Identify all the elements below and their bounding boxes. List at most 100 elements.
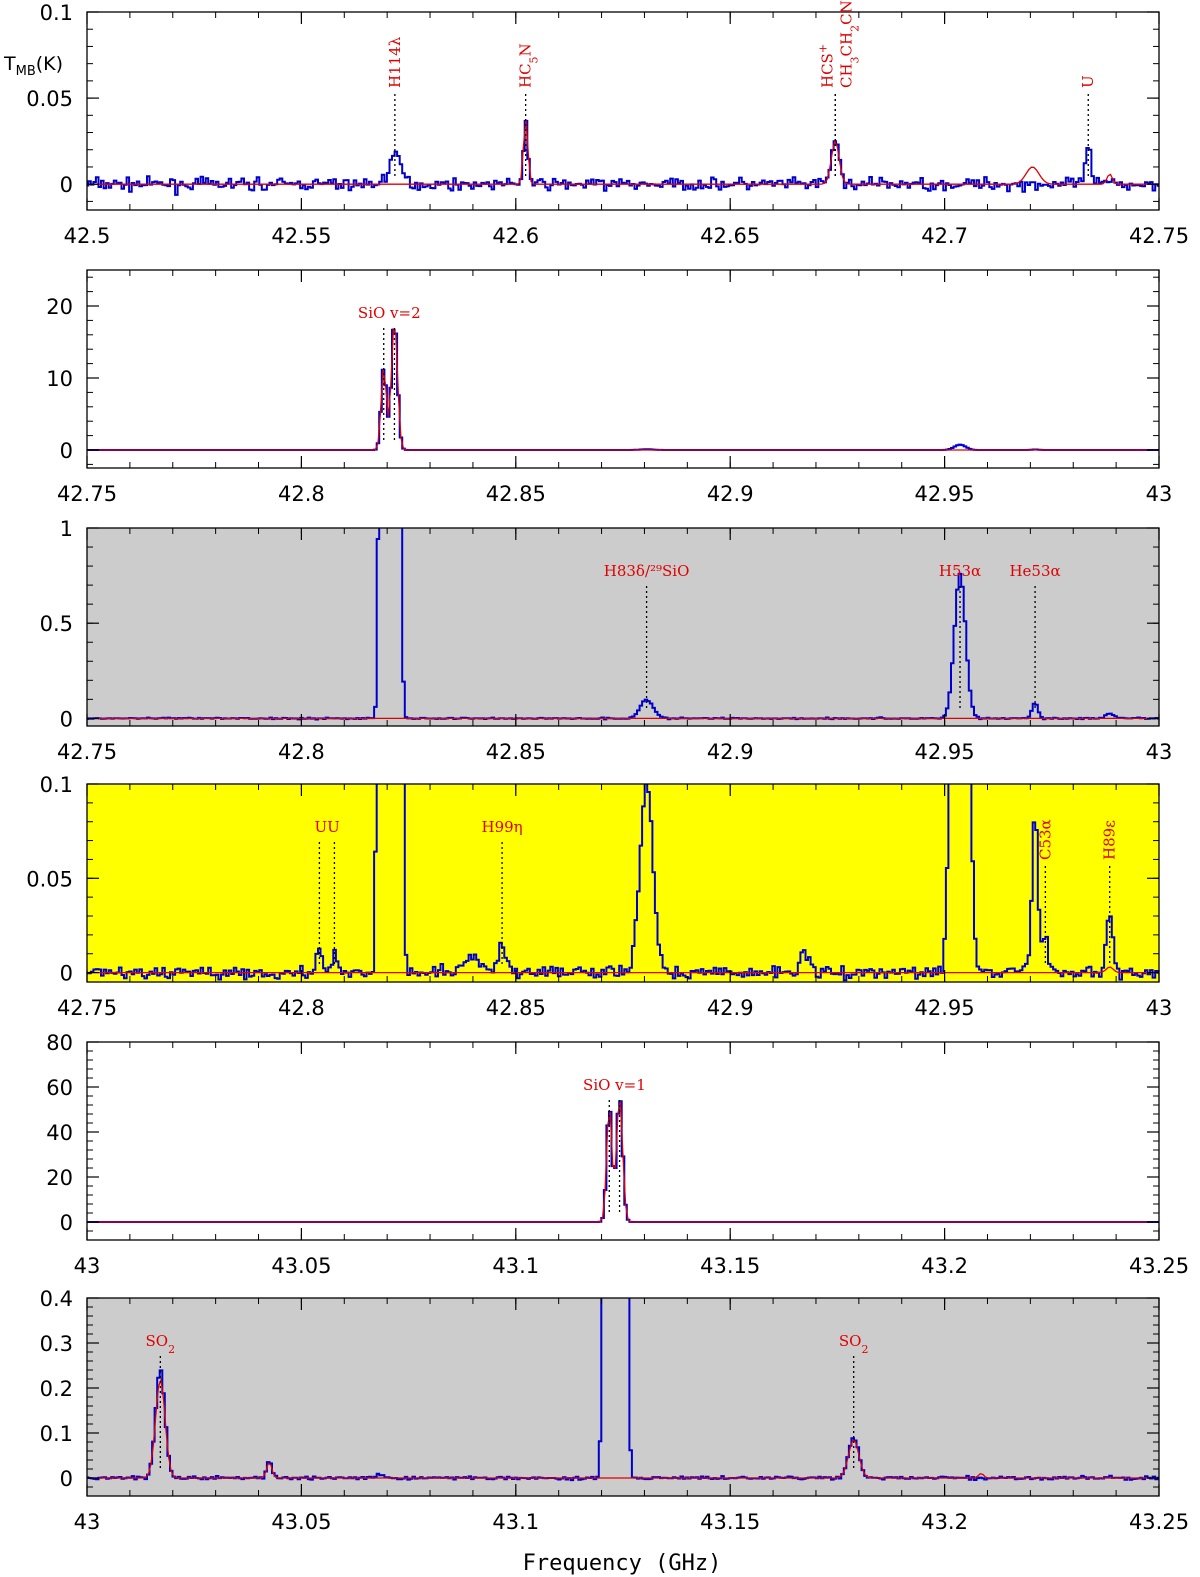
- annotation-label: H83δ/²⁹SiO: [604, 562, 690, 580]
- panel-frame: [86, 269, 1160, 469]
- annotation-label: C53α: [1036, 819, 1054, 860]
- annotation-label: H99η: [482, 818, 523, 836]
- panel-background: [87, 784, 1159, 982]
- y-tick-label: 0.05: [26, 867, 73, 891]
- panel-background: [87, 12, 1159, 210]
- x-tick-label: 42.85: [486, 482, 546, 506]
- y-tick-label: 0.2: [40, 1377, 73, 1401]
- observed-spectrum: [87, 119, 1159, 196]
- model-spectrum: [87, 1377, 1159, 1479]
- panel-2: 42.75 42.8 42.85 42.9 42.95 43 0 10 20 SiO v=2: [46, 269, 1172, 506]
- y-tick-label: 0: [60, 1467, 73, 1491]
- x-tick-label: 42.85: [486, 740, 546, 764]
- panel-frame: [86, 11, 1160, 211]
- x-tick-label: 43: [1146, 996, 1173, 1020]
- y-tick-label: 20: [46, 1166, 73, 1190]
- y-tick-label: 0: [60, 707, 73, 731]
- x-tick-label: 42.95: [915, 482, 975, 506]
- y-tick-label: 0.4: [40, 1287, 73, 1311]
- x-tick-label: 43: [74, 1510, 101, 1534]
- x-tick-label: 42.9: [707, 740, 754, 764]
- panel-background: [87, 1298, 1159, 1496]
- x-tick-label: 42.85: [486, 996, 546, 1020]
- annotation-label: HC5N: [517, 43, 541, 88]
- annotation-label: SO2: [146, 1332, 176, 1356]
- x-tick-label: 43: [1146, 740, 1173, 764]
- line-annotation: U: [1079, 75, 1097, 177]
- y-tick-label: 10: [46, 367, 73, 391]
- x-tick-label: 43.25: [1129, 1510, 1189, 1534]
- x-tick-label: 43: [74, 1254, 101, 1278]
- line-annotation: H114λ: [386, 36, 404, 177]
- x-tick-label: 43.15: [700, 1254, 760, 1278]
- model-spectrum: [87, 1101, 1159, 1223]
- series-group: [87, 1298, 1159, 1482]
- x-tick-label: 42.75: [57, 740, 117, 764]
- panel-frame: [86, 783, 1160, 983]
- observed-spectrum: [87, 784, 1159, 982]
- line-annotation: C53α: [1036, 819, 1054, 965]
- x-tick-label: 43.2: [921, 1510, 968, 1534]
- x-tick-label: 43.2: [921, 1254, 968, 1278]
- x-tick-label: 42.65: [700, 224, 760, 248]
- line-annotation: UU: [314, 818, 340, 965]
- annotation-label: H89ε: [1101, 820, 1119, 860]
- y-tick-label: 0: [60, 173, 73, 197]
- panel-4: 42.75 42.8 42.85 42.9 42.95 43 0 0.05 0.1 UU H99η C…: [26, 773, 1173, 1020]
- x-tick-label: 42.8: [278, 482, 325, 506]
- y-tick-label: 0.1: [40, 773, 73, 797]
- x-tick-label: 43.05: [271, 1254, 331, 1278]
- annotation-label: HCS+: [816, 44, 837, 88]
- model-spectrum: [87, 327, 1159, 451]
- panel-1: 42.5 42.55 42.6 42.65 42.7 42.75 0 0.05 0.1 H114λ…: [26, 0, 1189, 248]
- panel-background: [87, 270, 1159, 468]
- panel-5: 43 43.05 43.1 43.15 43.2 43.25 0 20 40 60 80 SiO v=…: [46, 1031, 1189, 1278]
- model-spectrum: [87, 119, 1159, 185]
- series-group: [87, 327, 1159, 451]
- line-annotation: H99η: [482, 818, 523, 965]
- y-tick-label: 80: [46, 1031, 73, 1055]
- x-axis-label: Frequency (GHz): [523, 1551, 722, 1576]
- y-tick-label: 0.05: [26, 87, 73, 111]
- x-tick-label: 42.9: [707, 996, 754, 1020]
- y-tick-label: 40: [46, 1121, 73, 1145]
- series-group: [87, 784, 1159, 982]
- annotation-label: U: [1079, 75, 1097, 88]
- line-annotation: HC5N: [517, 43, 541, 177]
- y-tick-label: 0.1: [40, 1, 73, 25]
- line-annotation: SiO v=1: [583, 1076, 646, 1214]
- annotation-label: H53α: [939, 562, 981, 580]
- x-tick-label: 43.1: [492, 1510, 539, 1534]
- line-annotation: CH3CH2CN: [834, 0, 861, 177]
- line-annotation: He53α: [1009, 562, 1061, 711]
- y-tick-label: 0: [60, 439, 73, 463]
- x-tick-label: 42.8: [278, 996, 325, 1020]
- line-annotation: SiO v=2: [358, 304, 421, 442]
- panel-frame: [86, 527, 1160, 727]
- series-group: [87, 528, 1159, 721]
- panel-3: 42.75 42.8 42.85 42.9 42.95 43 0 0.5 1 H83δ/²⁹SiO…: [40, 517, 1173, 764]
- annotation-label: H114λ: [386, 36, 404, 88]
- x-tick-label: 42.8: [278, 740, 325, 764]
- panel-background: [87, 1042, 1159, 1240]
- panel-background: [87, 528, 1159, 726]
- model-spectrum: [87, 966, 1159, 974]
- x-tick-label: 42.6: [492, 224, 539, 248]
- line-annotation: H53α: [939, 562, 981, 711]
- x-tick-label: 43.1: [492, 1254, 539, 1278]
- annotation-label: SO2: [839, 1332, 869, 1356]
- annotation-label: SiO v=1: [583, 1076, 646, 1094]
- series-group: [87, 119, 1159, 196]
- x-tick-label: 42.95: [915, 996, 975, 1020]
- annotation-label: CH3CH2CN: [837, 0, 861, 88]
- y-tick-label: 0.1: [40, 1422, 73, 1446]
- y-axis-label: TMB(K): [3, 53, 63, 79]
- series-group: [87, 1100, 1159, 1223]
- annotation-label: UU: [314, 818, 339, 836]
- y-tick-label: 1: [60, 517, 73, 541]
- annotation-label: He53α: [1009, 562, 1060, 580]
- x-tick-label: 43.05: [271, 1510, 331, 1534]
- line-annotation: SO2: [146, 1332, 176, 1470]
- y-tick-label: 20: [46, 295, 73, 319]
- panel-6: 43 43.05 43.1 43.15 43.2 43.25 0 0.1 0.2 0.3 0.4 SO…: [40, 1287, 1189, 1534]
